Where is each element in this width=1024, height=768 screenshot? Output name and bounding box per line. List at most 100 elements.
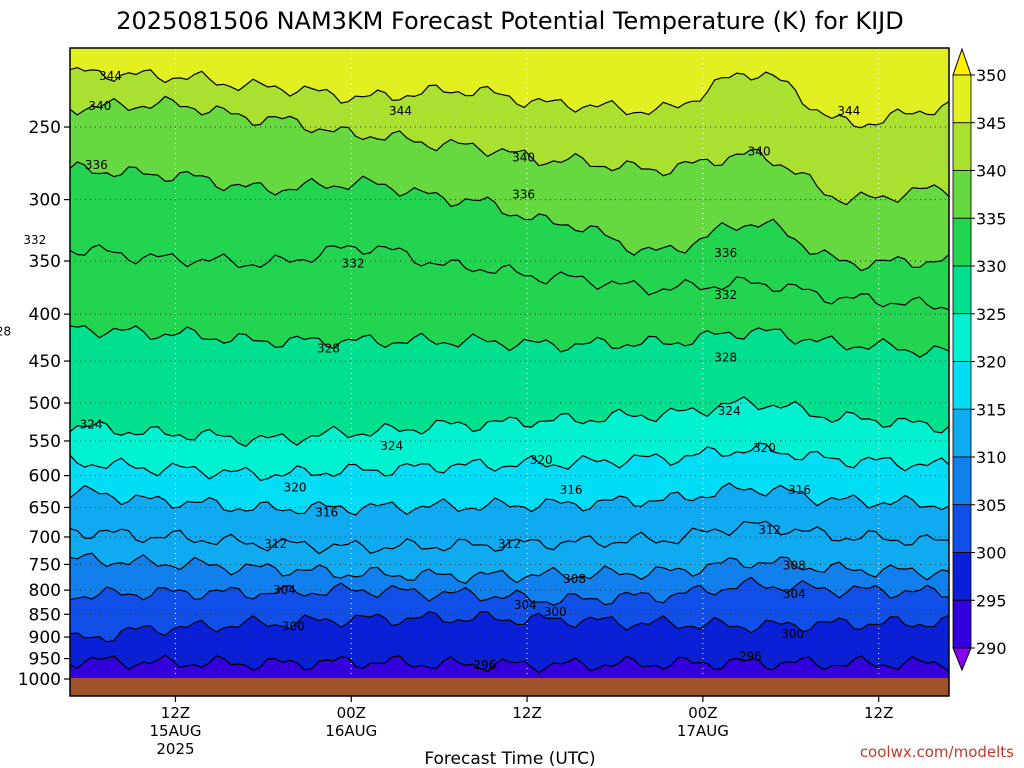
contour-label-296: 296 xyxy=(739,649,762,663)
y-tick-label-500: 500 xyxy=(29,394,61,414)
contour-label-296: 296 xyxy=(473,658,496,672)
contour-label-332: 332 xyxy=(23,233,46,247)
contour-label-300: 300 xyxy=(282,620,305,634)
colorbar-label-315: 315 xyxy=(976,400,1007,419)
contour-line-344 xyxy=(70,66,949,129)
y-tick-label-950: 950 xyxy=(29,650,61,670)
colorbar-label-320: 320 xyxy=(976,353,1007,372)
y-tick-label-900: 900 xyxy=(29,628,61,648)
contour-label-316: 316 xyxy=(315,505,338,519)
contour-label-336: 336 xyxy=(714,246,737,260)
colorbar-label-335: 335 xyxy=(976,209,1007,228)
contour-label-316: 316 xyxy=(560,483,583,497)
contour-label-300: 300 xyxy=(544,605,567,619)
y-tick-label-1000: 1000 xyxy=(18,670,61,690)
contour-label-320: 320 xyxy=(530,453,553,467)
x-tick-label-20: 12Z xyxy=(512,704,541,722)
y-tick-label-700: 700 xyxy=(29,528,61,548)
contour-label-332: 332 xyxy=(342,256,365,270)
colorbar-label-310: 310 xyxy=(976,448,1007,467)
x-axis-label: Forecast Time (UTC) xyxy=(424,749,595,768)
contour-line-336 xyxy=(70,161,949,272)
contour-label-312: 312 xyxy=(498,537,521,551)
colorbar-bin-5 xyxy=(952,313,972,362)
y-tick-label-800: 800 xyxy=(29,581,61,601)
contour-line-296 xyxy=(70,654,949,674)
colorbar-label-325: 325 xyxy=(976,305,1007,324)
contour-label-320: 320 xyxy=(284,480,307,494)
contour-line-316 xyxy=(70,482,949,516)
colorbar-bin-0 xyxy=(952,74,972,124)
colorbar-bin-9 xyxy=(952,504,972,553)
y-tick-label-600: 600 xyxy=(29,467,61,487)
contour-line-328 xyxy=(70,325,949,359)
colorbar-bin-1 xyxy=(952,122,972,171)
contour-label-336: 336 xyxy=(512,187,535,201)
chart-title: 2025081506 NAM3KM Forecast Potential Tem… xyxy=(116,7,903,35)
contour-label-308: 308 xyxy=(563,572,586,586)
y-tick-label-850: 850 xyxy=(29,605,61,625)
colorbar-bin-8 xyxy=(952,456,972,506)
x-tick-label-40: 12Z xyxy=(864,704,893,722)
y-tick-label-750: 750 xyxy=(29,555,61,575)
contour-label-328: 328 xyxy=(0,325,11,339)
colorbar-label-350: 350 xyxy=(976,66,1007,85)
contour-label-340: 340 xyxy=(512,151,535,165)
colorbar-bin-4 xyxy=(952,265,972,315)
contour-label-344: 344 xyxy=(389,104,412,118)
contour-label-308: 308 xyxy=(783,559,806,573)
contour-label-316: 316 xyxy=(788,483,811,497)
contour-label-336: 336 xyxy=(85,158,108,172)
x-tick-date-30: 17AUG xyxy=(677,722,729,740)
contour-label-320: 320 xyxy=(753,441,776,455)
y-tick-label-350: 350 xyxy=(29,252,61,272)
colorbar: 290 295 300 305 310 315 320 325 330 335 340 345 350 xyxy=(952,47,1007,672)
colorbar-label-290: 290 xyxy=(976,639,1007,658)
contour-line-304 xyxy=(70,576,949,606)
x-tick-date-0: 15AUG xyxy=(150,722,202,740)
contour-label-340: 340 xyxy=(88,99,111,113)
colorbar-bottom-extend xyxy=(952,647,972,672)
contour-line-312 xyxy=(70,520,949,555)
colorbar-top-extend xyxy=(952,47,972,76)
colorbar-label-295: 295 xyxy=(976,591,1007,610)
contour-label-340: 340 xyxy=(748,145,771,159)
colorbar-bin-6 xyxy=(952,361,972,410)
contour-line-340 xyxy=(70,95,949,206)
y-tick-label-450: 450 xyxy=(29,352,61,372)
colorbar-bin-7 xyxy=(952,408,972,458)
y-tick-label-550: 550 xyxy=(29,432,61,452)
x-tick-year-0: 2025 xyxy=(156,740,194,758)
contour-label-304: 304 xyxy=(514,598,537,612)
fill-band-above-344 xyxy=(70,48,949,128)
colorbar-label-330: 330 xyxy=(976,257,1007,276)
colorbar-label-345: 345 xyxy=(976,114,1007,133)
contour-label-344: 344 xyxy=(99,69,122,83)
colorbar-bin-10 xyxy=(952,552,972,601)
contour-label-324: 324 xyxy=(380,439,403,453)
colorbar-bin-11 xyxy=(952,599,972,649)
contour-label-344: 344 xyxy=(837,104,860,118)
contour-line-332 xyxy=(70,244,949,311)
contour-label-324: 324 xyxy=(718,404,741,418)
colorbar-label-305: 305 xyxy=(976,496,1007,515)
contour-label-328: 328 xyxy=(714,351,737,365)
y-tick-label-300: 300 xyxy=(29,191,61,211)
contour-line-324 xyxy=(70,396,949,448)
colorbar-label-300: 300 xyxy=(976,544,1007,563)
contour-line-320 xyxy=(70,442,949,482)
x-tick-label-0: 12Z xyxy=(161,704,190,722)
contour-label-300: 300 xyxy=(781,627,804,641)
contour-line-layer xyxy=(70,66,949,674)
contour-label-332: 332 xyxy=(714,288,737,302)
y-tick-label-650: 650 xyxy=(29,498,61,518)
contour-label-layer: 344 340 344 336 340 340 344 336 332 332 336 332 328 3… xyxy=(0,69,860,672)
contour-label-328: 328 xyxy=(317,341,340,355)
x-tick-label-10: 00Z xyxy=(337,704,366,722)
x-tick-label-30: 00Z xyxy=(688,704,717,722)
contour-label-304: 304 xyxy=(783,587,806,601)
y-tick-label-400: 400 xyxy=(29,305,61,325)
